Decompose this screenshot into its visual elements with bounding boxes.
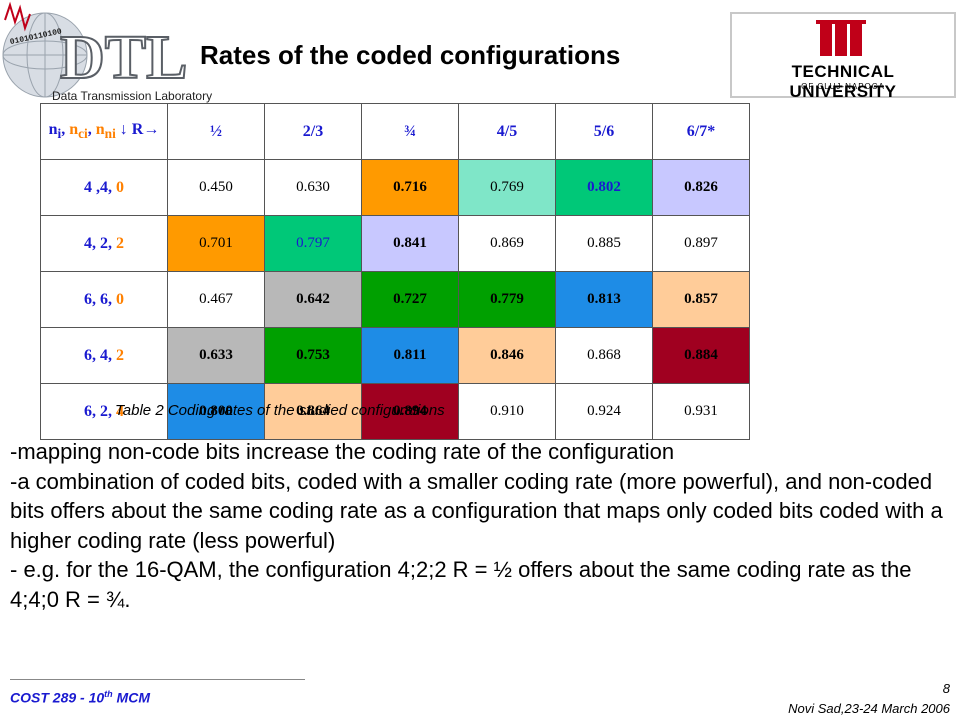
column-header: 4/5 [458, 103, 556, 160]
footer-conference: COST 289 - 10th MCM [10, 689, 150, 706]
bullet-item: -a combination of coded bits, coded with… [10, 468, 943, 553]
page-title: Rates of the coded configurations [200, 40, 621, 70]
table-cell: 0.813 [555, 271, 653, 328]
table-cell: 0.924 [555, 383, 653, 440]
table-cell: 0.897 [652, 215, 750, 272]
table-cell: 0.701 [167, 215, 265, 272]
table-cell: 0.885 [555, 215, 653, 272]
table-cell: 0.884 [652, 327, 750, 384]
university-name: TECHNICAL UNIVERSITY [789, 62, 897, 101]
table-cell: 0.846 [458, 327, 556, 384]
table-cell: 0.630 [264, 159, 362, 216]
footer-date-location: Novi Sad,23-24 March 2006 [788, 701, 950, 716]
column-header: ½ [167, 103, 265, 160]
column-header: 5/6 [555, 103, 653, 160]
university-subtitle: OF CLUJ-NAPOCA [801, 82, 885, 91]
row-header: 6, 6, 0 [40, 271, 168, 328]
column-header: ¾ [361, 103, 459, 160]
dtl-letters: DTL [60, 24, 187, 92]
table-cell: 0.450 [167, 159, 265, 216]
table-cell: 0.753 [264, 327, 362, 384]
table-caption: Table 2 Coding rates of the studied conf… [115, 402, 445, 419]
column-header: 6/7* [652, 103, 750, 160]
table-cell: 0.910 [458, 383, 556, 440]
table-row: 6, 4, 2 0.633 0.753 0.811 0.846 0.868 0.884 [40, 327, 750, 384]
row-header: 4 ,4, 0 [40, 159, 168, 216]
table-cell: 0.868 [555, 327, 653, 384]
university-emblem-icon [816, 20, 866, 56]
table-row: 4, 2, 2 0.701 0.797 0.841 0.869 0.885 0.897 [40, 215, 750, 272]
table-cell: 0.931 [652, 383, 750, 440]
dtl-globe-icon: DTL Data Transmission Laboratory 0101011… [2, 1, 212, 103]
table-cell: 0.826 [652, 159, 750, 216]
coding-rates-table: ni, nci, nni ↓ R→ ½ 2/3 ¾ 4/5 5/6 6/7* 4… [40, 103, 750, 440]
table-header-row: ni, nci, nni ↓ R→ ½ 2/3 ¾ 4/5 5/6 6/7* [40, 103, 750, 160]
table-cell: 0.864 [264, 383, 362, 440]
row-header: 6, 2, 4 [40, 383, 168, 440]
university-logo: TECHNICAL UNIVERSITY OF CLUJ-NAPOCA [730, 12, 956, 101]
table-cell: 0.802 [555, 159, 653, 216]
bullet-list: -mapping non-code bits increase the codi… [10, 437, 950, 614]
corner-header: ni, nci, nni ↓ R→ [40, 103, 168, 160]
row-header: 4, 2, 2 [40, 215, 168, 272]
table-cell: 0.633 [167, 327, 265, 384]
dtl-subtitle: Data Transmission Laboratory [52, 89, 212, 103]
table-cell: 0.811 [361, 327, 459, 384]
dtl-logo: DTL Data Transmission Laboratory 0101011… [0, 0, 215, 110]
table-cell: 0.869 [458, 215, 556, 272]
table-cell: 0.467 [167, 271, 265, 328]
table-cell: 0.716 [361, 159, 459, 216]
table-cell: 0.779 [458, 271, 556, 328]
table-cell: 0.841 [361, 215, 459, 272]
table-cell: 0.727 [361, 271, 459, 328]
table-cell: 0.857 [652, 271, 750, 328]
row-header: 6, 4, 2 [40, 327, 168, 384]
table-cell: 0.797 [264, 215, 362, 272]
column-header: 2/3 [264, 103, 362, 160]
page-number: 8 [942, 681, 950, 696]
table-cell: 0.894 [361, 383, 459, 440]
bullet-item: - e.g. for the 16-QAM, the configuration… [10, 557, 912, 612]
table-cell: 0.769 [458, 159, 556, 216]
table-row: 6, 2, 4 0.800 0.864 0.894 0.910 0.924 0.931 [40, 383, 750, 440]
table-row: 6, 6, 0 0.467 0.642 0.727 0.779 0.813 0.857 [40, 271, 750, 328]
table-row: 4 ,4, 0 0.450 0.630 0.716 0.769 0.802 0.826 [40, 159, 750, 216]
table-cell: 0.642 [264, 271, 362, 328]
footer-divider [10, 679, 305, 680]
bullet-item: -mapping non-code bits increase the codi… [10, 439, 675, 464]
